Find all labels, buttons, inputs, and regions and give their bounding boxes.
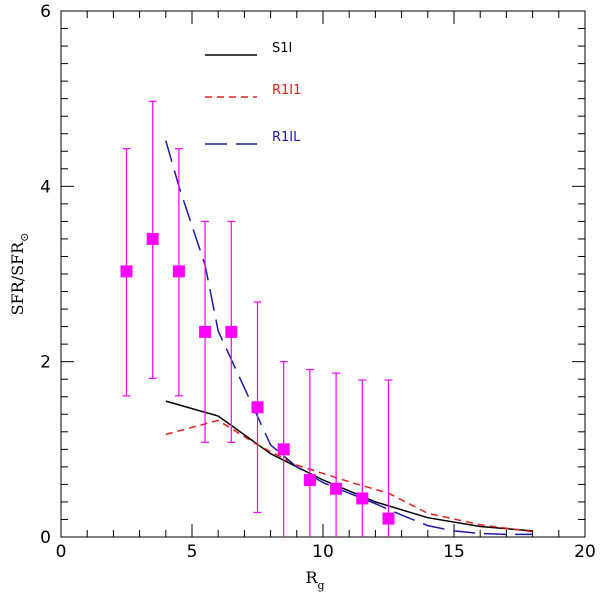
data-markers xyxy=(120,232,395,525)
axis-ticks xyxy=(60,10,586,538)
data-point xyxy=(277,443,290,456)
plot-frame xyxy=(60,10,586,538)
y-tick-label: 2 xyxy=(40,353,51,373)
legend: S1I R1I1 R1IL xyxy=(205,41,301,145)
data-point xyxy=(120,265,133,278)
error-bars xyxy=(122,100,393,537)
data-point xyxy=(146,232,159,245)
legend-label-r1i1: R1I1 xyxy=(272,83,301,98)
x-tick-label: 10 xyxy=(312,542,334,562)
y-tick-label: 0 xyxy=(40,528,51,548)
y-axis-label: SFR/SFR⊙ xyxy=(8,233,31,316)
data-point xyxy=(303,474,316,487)
data-point xyxy=(251,401,264,414)
data-point xyxy=(382,512,395,525)
model-series xyxy=(165,140,533,536)
data-point xyxy=(199,325,212,338)
x-tick-label: 15 xyxy=(443,542,465,562)
x-tick-label: 5 xyxy=(187,542,198,562)
x-axis-label: Rg xyxy=(305,568,324,592)
data-point xyxy=(356,492,369,505)
axis-tick-labels: 0 5 10 15 20 0 2 4 6 xyxy=(40,2,596,562)
legend-label-s1i: S1I xyxy=(272,41,292,56)
data-point xyxy=(172,265,185,278)
data-point xyxy=(225,325,238,338)
y-tick-label: 6 xyxy=(40,2,51,22)
x-tick-label: 0 xyxy=(56,542,67,562)
data-point xyxy=(330,482,343,495)
series-line-r1i1 xyxy=(165,419,533,533)
series-line-s1i xyxy=(165,400,533,532)
x-tick-label: 20 xyxy=(574,542,596,562)
legend-label-r1il: R1IL xyxy=(272,130,301,145)
y-tick-label: 4 xyxy=(40,177,51,197)
series-line-r1il xyxy=(165,140,533,536)
